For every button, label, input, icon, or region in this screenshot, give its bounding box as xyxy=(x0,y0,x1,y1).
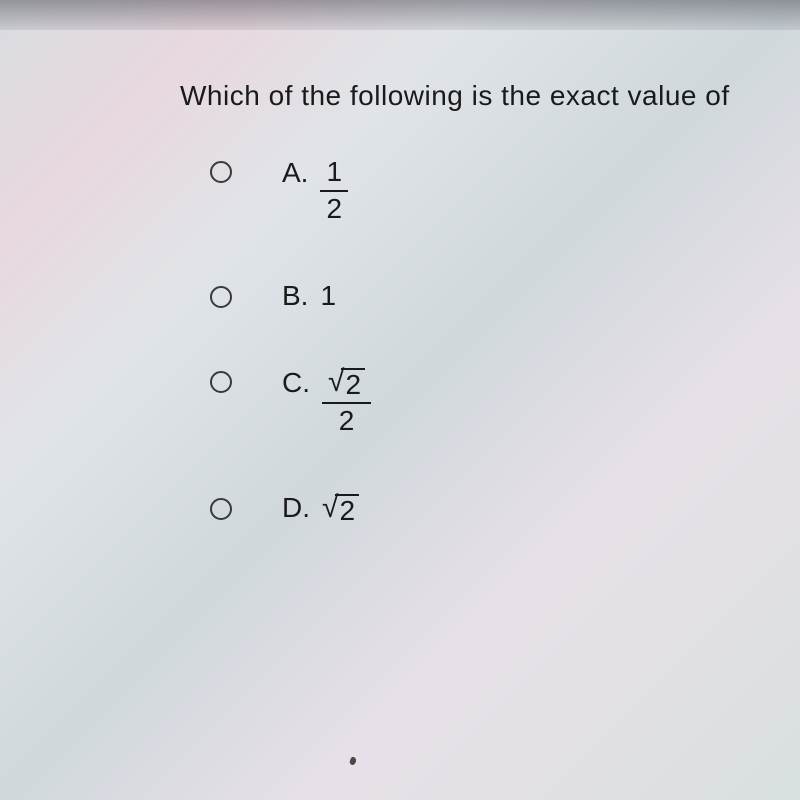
option-d-value: √ 2 xyxy=(322,492,359,527)
option-d-content: D. √ 2 xyxy=(282,492,359,527)
option-a[interactable]: A. 1 2 xyxy=(180,157,800,225)
option-c-value: √ 2 2 xyxy=(322,367,371,438)
dust-speck xyxy=(349,756,357,766)
option-b-letter: B. xyxy=(282,280,308,312)
radicand-c: 2 xyxy=(341,368,365,401)
option-b[interactable]: B. 1 xyxy=(180,280,800,312)
option-b-value: 1 xyxy=(320,280,336,312)
radicand-d: 2 xyxy=(335,494,359,527)
question-text: Which of the following is the exact valu… xyxy=(180,80,800,112)
sqrt-c: √ 2 xyxy=(328,368,365,401)
fraction-c: √ 2 2 xyxy=(322,367,371,438)
radio-c[interactable] xyxy=(210,371,232,393)
option-d[interactable]: D. √ 2 xyxy=(180,492,800,527)
option-a-letter: A. xyxy=(282,157,308,189)
numerator-c: √ 2 xyxy=(322,367,371,405)
option-c-letter: C. xyxy=(282,367,310,399)
radio-a[interactable] xyxy=(210,161,232,183)
radio-d[interactable] xyxy=(210,498,232,520)
option-a-value: 1 2 xyxy=(320,157,348,225)
numerator-a: 1 xyxy=(320,157,348,192)
radio-b[interactable] xyxy=(210,286,232,308)
denominator-c: 2 xyxy=(333,404,361,437)
option-a-content: A. 1 2 xyxy=(282,157,348,225)
sqrt-d: √ 2 xyxy=(322,494,359,527)
question-container: Which of the following is the exact valu… xyxy=(0,0,800,527)
option-b-content: B. 1 xyxy=(282,280,336,312)
option-c-content: C. √ 2 2 xyxy=(282,367,371,438)
option-c[interactable]: C. √ 2 2 xyxy=(180,367,800,438)
denominator-a: 2 xyxy=(320,192,348,225)
option-d-letter: D. xyxy=(282,492,310,524)
fraction-a: 1 2 xyxy=(320,157,348,225)
